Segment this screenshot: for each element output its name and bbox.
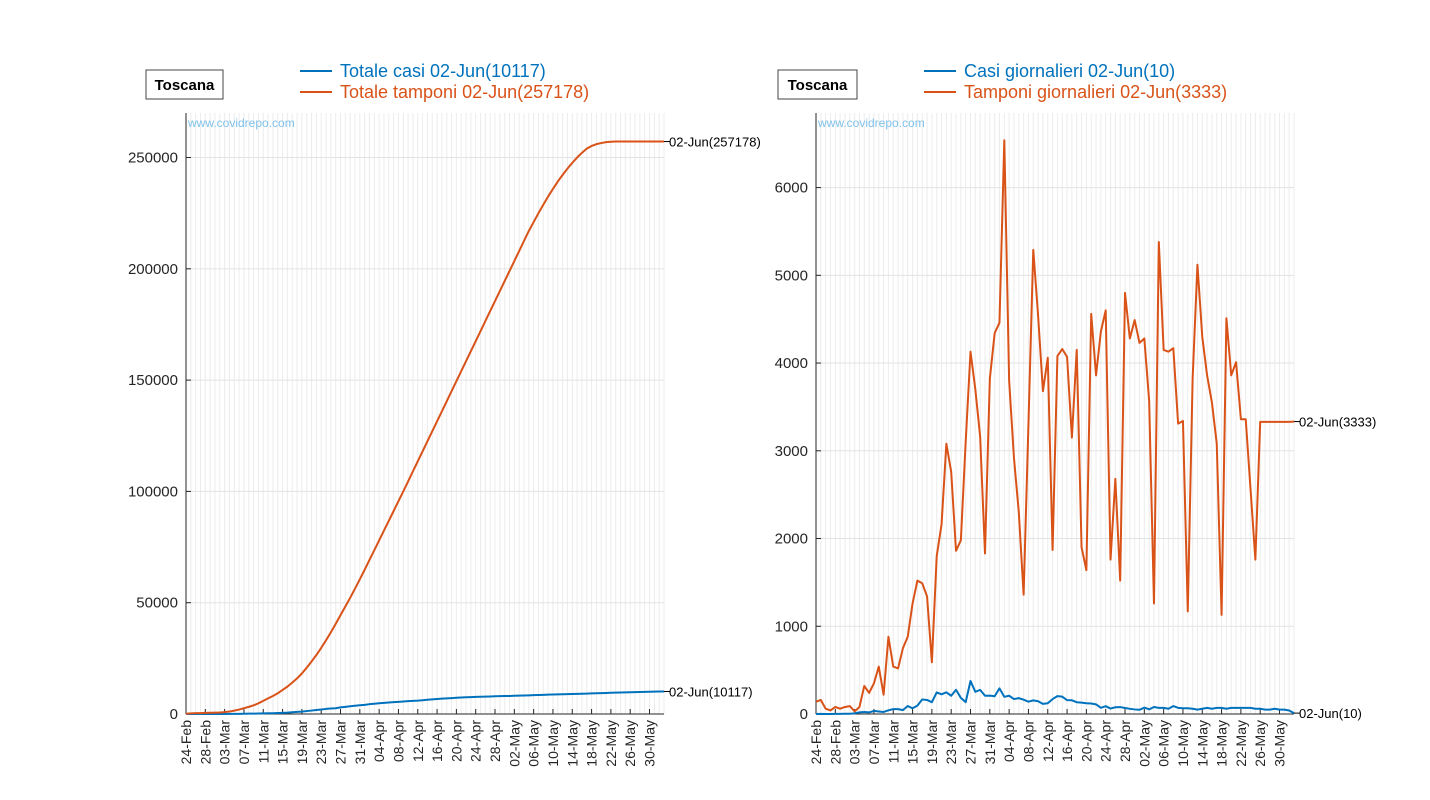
x-tick-label: 08-Apr [390,720,406,762]
end-label: 02-Jun(3333) [1299,415,1376,430]
x-tick-label: 23-Mar [943,720,959,765]
chart-panel-2: 0 1000 2000 3000 4000 5000 6000 24-Feb 28-Feb 03-… [775,61,1377,767]
y-tick-label: 250000 [128,150,178,167]
watermark: www.covidrepo.com [187,116,295,130]
x-tick-label: 10-May [1175,720,1191,767]
x-tick-label: 15-Mar [275,720,291,765]
x-tick-label: 06-May [1156,720,1172,767]
chart-panel-1: 0 50000 100000 150000 200000 250000 24-Feb 28-F… [128,61,761,767]
x-tick-label: 20-Apr [1078,720,1094,762]
plot-area [186,113,664,714]
x-tick-label: 14-May [1194,720,1210,767]
y-tick-label: 3000 [775,443,808,460]
region-label: Toscana [155,77,215,94]
x-tick-label: 03-Mar [217,720,233,765]
y-tick-label: 0 [800,706,808,723]
x-tick-label: 03-Mar [847,720,863,765]
x-tick-label: 11-Mar [255,720,271,764]
watermark: www.covidrepo.com [817,116,925,130]
x-tick-label: 31-Mar [982,720,998,765]
x-tick-label: 18-May [584,720,600,767]
x-tick-label: 26-May [1252,720,1268,767]
region-label-box [145,69,224,100]
y-tick-label: 5000 [775,267,808,284]
x-tick-label: 15-Mar [905,720,921,765]
y-tick-label: 4000 [775,355,808,372]
x-tick-label: 02-May [1136,720,1152,767]
y-tick-label: 0 [170,706,178,723]
x-tick-label: 10-May [545,720,561,767]
y-tick-label: 100000 [128,483,178,500]
x-tick-label: 22-May [1233,720,1249,767]
y-tick-label: 200000 [128,261,178,278]
x-tick-label: 24-Apr [1098,720,1114,762]
x-tick-label: 02-May [506,720,522,767]
y-tick-label: 50000 [136,595,178,612]
series-line-cases [186,690,665,715]
x-tick-label: 11-Mar [885,720,901,764]
x-tick-label: 16-Apr [429,720,445,762]
series-line-cases [815,680,1295,715]
end-label: 02-Jun(10117) [669,684,753,699]
series-line-tests [185,140,664,715]
x-tick-label: 28-Apr [1117,720,1133,762]
y-tick-label: 6000 [775,180,808,197]
legend-entry: Casi giornalieri 02-Jun(10) [964,61,1175,81]
x-tick-label: 28-Feb [827,720,843,765]
region-label: Toscana [788,77,848,94]
legend-entry: Tamponi giornalieri 02-Jun(3333) [964,82,1227,102]
x-tick-label: 27-Mar [333,720,349,765]
x-tick-label: 19-Mar [294,720,310,765]
x-tick-label: 14-May [564,720,580,767]
x-tick-label: 27-Mar [963,720,979,765]
x-tick-label: 18-May [1214,720,1230,767]
x-tick-label: 20-Apr [448,720,464,762]
end-label: 02-Jun(257178) [669,135,761,150]
x-tick-label: 24-Feb [808,720,824,765]
x-tick-label: 16-Apr [1059,720,1075,762]
end-label: 02-Jun(10) [1299,706,1362,721]
x-tick-label: 28-Apr [487,720,503,762]
x-tick-label: 12-Apr [410,720,426,762]
x-tick-label: 08-Apr [1020,720,1036,762]
x-tick-label: 04-Apr [1001,720,1017,762]
x-tick-label: 12-Apr [1040,720,1056,762]
y-tick-label: 2000 [775,531,808,548]
x-tick-label: 04-Apr [371,720,387,762]
x-tick-label: 31-Mar [352,720,368,765]
x-tick-label: 30-May [642,720,658,767]
x-tick-label: 19-Mar [924,720,940,765]
x-tick-label: 07-Mar [866,720,882,765]
series-line-tests [815,139,1295,713]
legend-entry: Totale casi 02-Jun(10117) [340,61,546,81]
x-tick-label: 24-Apr [468,720,484,762]
y-tick-label: 1000 [775,618,808,635]
x-tick-label: 30-May [1272,720,1288,767]
x-tick-label: 23-Mar [313,720,329,765]
x-tick-label: 28-Feb [197,720,213,765]
x-tick-label: 07-Mar [236,720,252,765]
legend-entry: Totale tamponi 02-Jun(257178) [340,82,589,102]
x-tick-label: 26-May [622,720,638,767]
x-tick-label: 22-May [603,720,619,767]
x-tick-label: 06-May [526,720,542,767]
x-tick-label: 24-Feb [178,720,194,765]
region-label-box [777,69,858,100]
y-tick-label: 150000 [128,372,178,389]
